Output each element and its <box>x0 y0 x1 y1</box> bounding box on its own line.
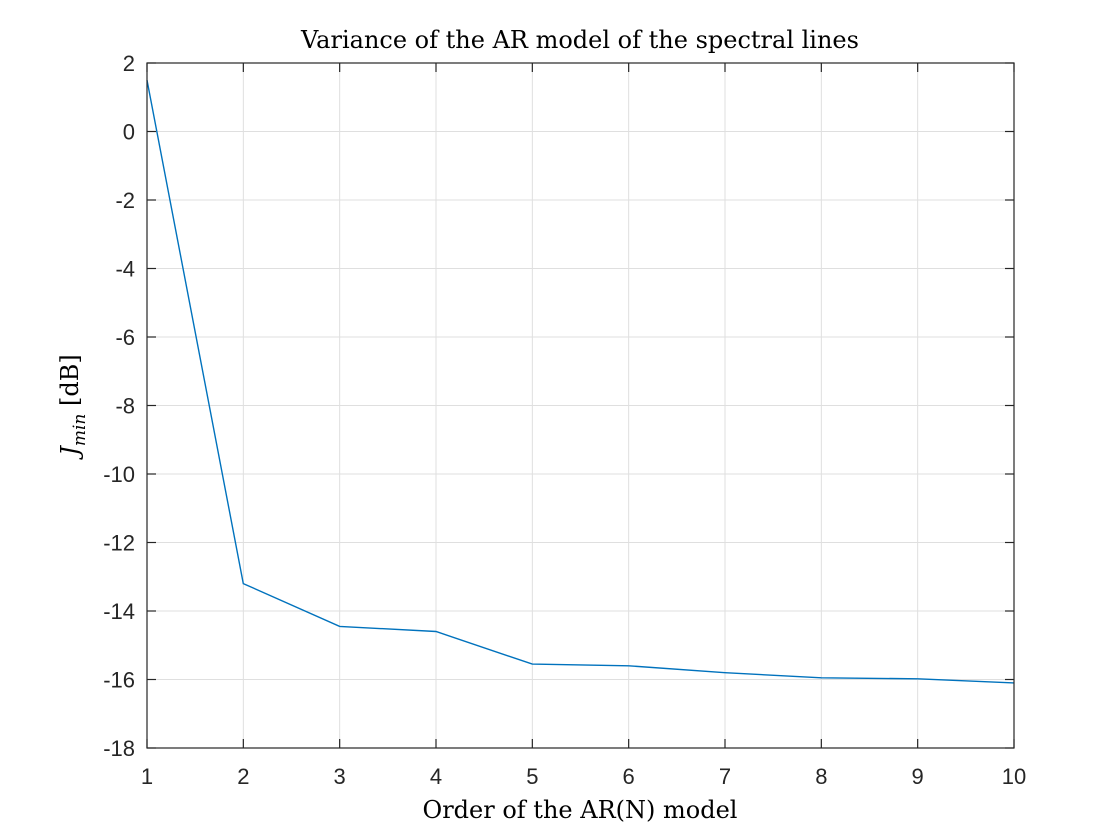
x-tick-label: 9 <box>912 764 924 789</box>
y-tick-label: -16 <box>103 668 135 693</box>
y-tick-label: -14 <box>103 599 135 624</box>
x-tick-label: 3 <box>334 764 346 789</box>
x-tick-label: 6 <box>623 764 635 789</box>
x-axis-label: Order of the AR(N) model <box>423 796 738 824</box>
x-tick-label: 7 <box>719 764 731 789</box>
y-tick-label: -18 <box>103 736 135 761</box>
y-axis-label-unit: [dB] <box>56 354 84 413</box>
x-tick-label: 5 <box>526 764 538 789</box>
y-tick-labels: 2 0 -2 -4 -6 -8 -10 -12 -14 -16 -18 <box>103 51 135 761</box>
y-tick-label: 0 <box>123 120 135 145</box>
x-tick-label: 10 <box>1002 764 1026 789</box>
x-tick-label: 4 <box>430 764 442 789</box>
x-tick-label: 2 <box>237 764 249 789</box>
y-tick-label: -4 <box>115 257 135 282</box>
x-tick-label: 8 <box>815 764 827 789</box>
y-tick-label: -12 <box>103 531 135 556</box>
y-axis-label-subscript: min <box>70 414 90 447</box>
x-tick-labels: 1 2 3 4 5 6 7 8 9 10 <box>141 764 1026 789</box>
y-tick-label: -6 <box>115 325 135 350</box>
y-tick-label: -8 <box>115 394 135 419</box>
chart-title: Variance of the AR model of the spectral… <box>300 26 859 54</box>
y-tick-label: -10 <box>103 462 135 487</box>
y-tick-label: 2 <box>123 51 135 76</box>
y-tick-label: -2 <box>115 188 135 213</box>
grid <box>147 63 1014 748</box>
y-axis-label: Jmin [dB] <box>56 354 90 461</box>
series-line-0 <box>146 79 1015 684</box>
ticks <box>146 62 1015 749</box>
series-layer <box>146 79 1015 684</box>
x-tick-label: 1 <box>141 764 153 789</box>
y-axis-label-main: J <box>56 445 84 461</box>
